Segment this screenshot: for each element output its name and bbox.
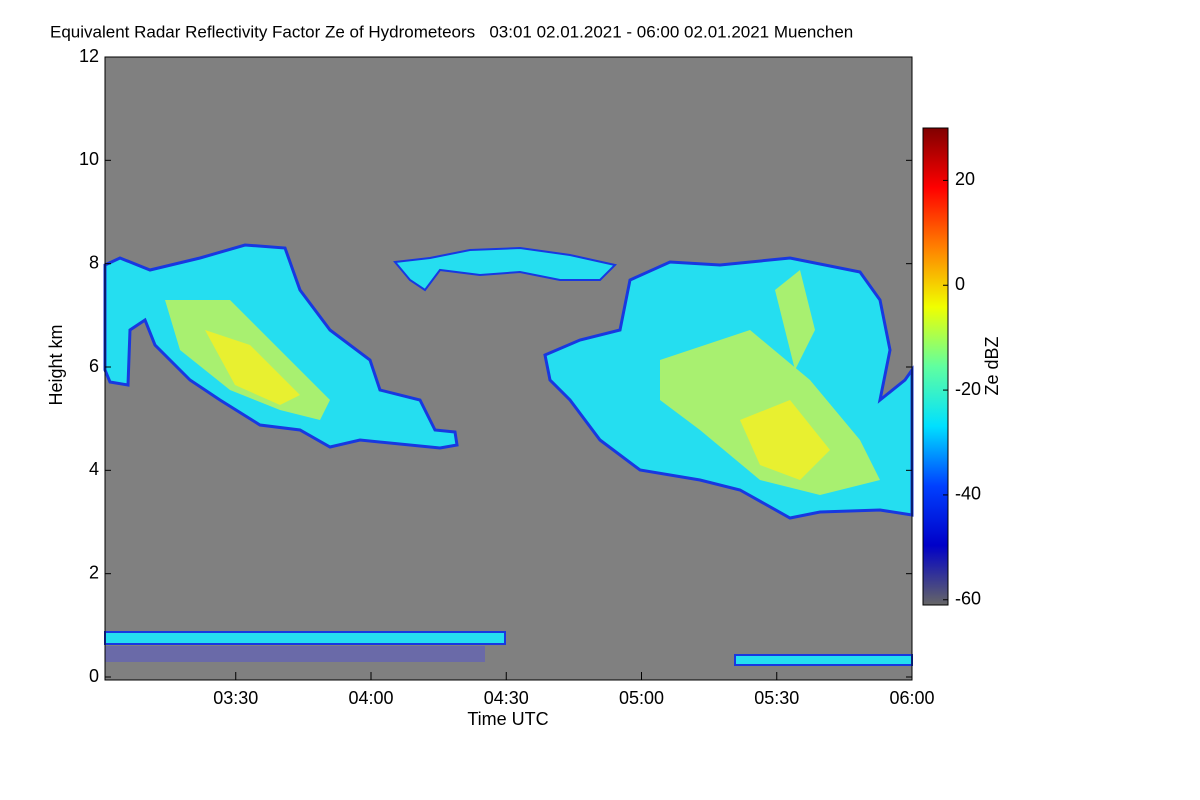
y-axis-label: Height km — [46, 324, 66, 405]
y-tick-label: 6 — [89, 356, 99, 376]
y-tick-label: 0 — [89, 666, 99, 686]
colorbar-tick-label: -20 — [955, 379, 981, 399]
x-tick-label: 06:00 — [889, 688, 934, 708]
y-tick-label: 12 — [79, 46, 99, 66]
y-tick-label: 2 — [89, 562, 99, 582]
chart-title: Equivalent Radar Reflectivity Factor Ze … — [50, 22, 853, 41]
colorbar-label: Ze dBZ — [982, 336, 1002, 395]
x-tick-label: 04:00 — [348, 688, 393, 708]
echo-field — [103, 243, 914, 666]
y-tick-label: 10 — [79, 149, 99, 169]
colorbar-tick-label: -40 — [955, 484, 981, 504]
x-tick-label: 05:00 — [619, 688, 664, 708]
colorbar-tick-label: -60 — [955, 589, 981, 609]
colorbar-tick-label: 20 — [955, 169, 975, 189]
colorbar-tick-label: 0 — [955, 274, 965, 294]
x-tick-label: 04:30 — [484, 688, 529, 708]
colorbar — [922, 127, 949, 606]
x-axis-label: Time UTC — [467, 709, 548, 729]
plot-frame — [104, 56, 913, 681]
x-tick-label: 05:30 — [754, 688, 799, 708]
x-tick-label: 03:30 — [213, 688, 258, 708]
y-tick-label: 4 — [89, 459, 99, 479]
y-tick-label: 8 — [89, 252, 99, 272]
